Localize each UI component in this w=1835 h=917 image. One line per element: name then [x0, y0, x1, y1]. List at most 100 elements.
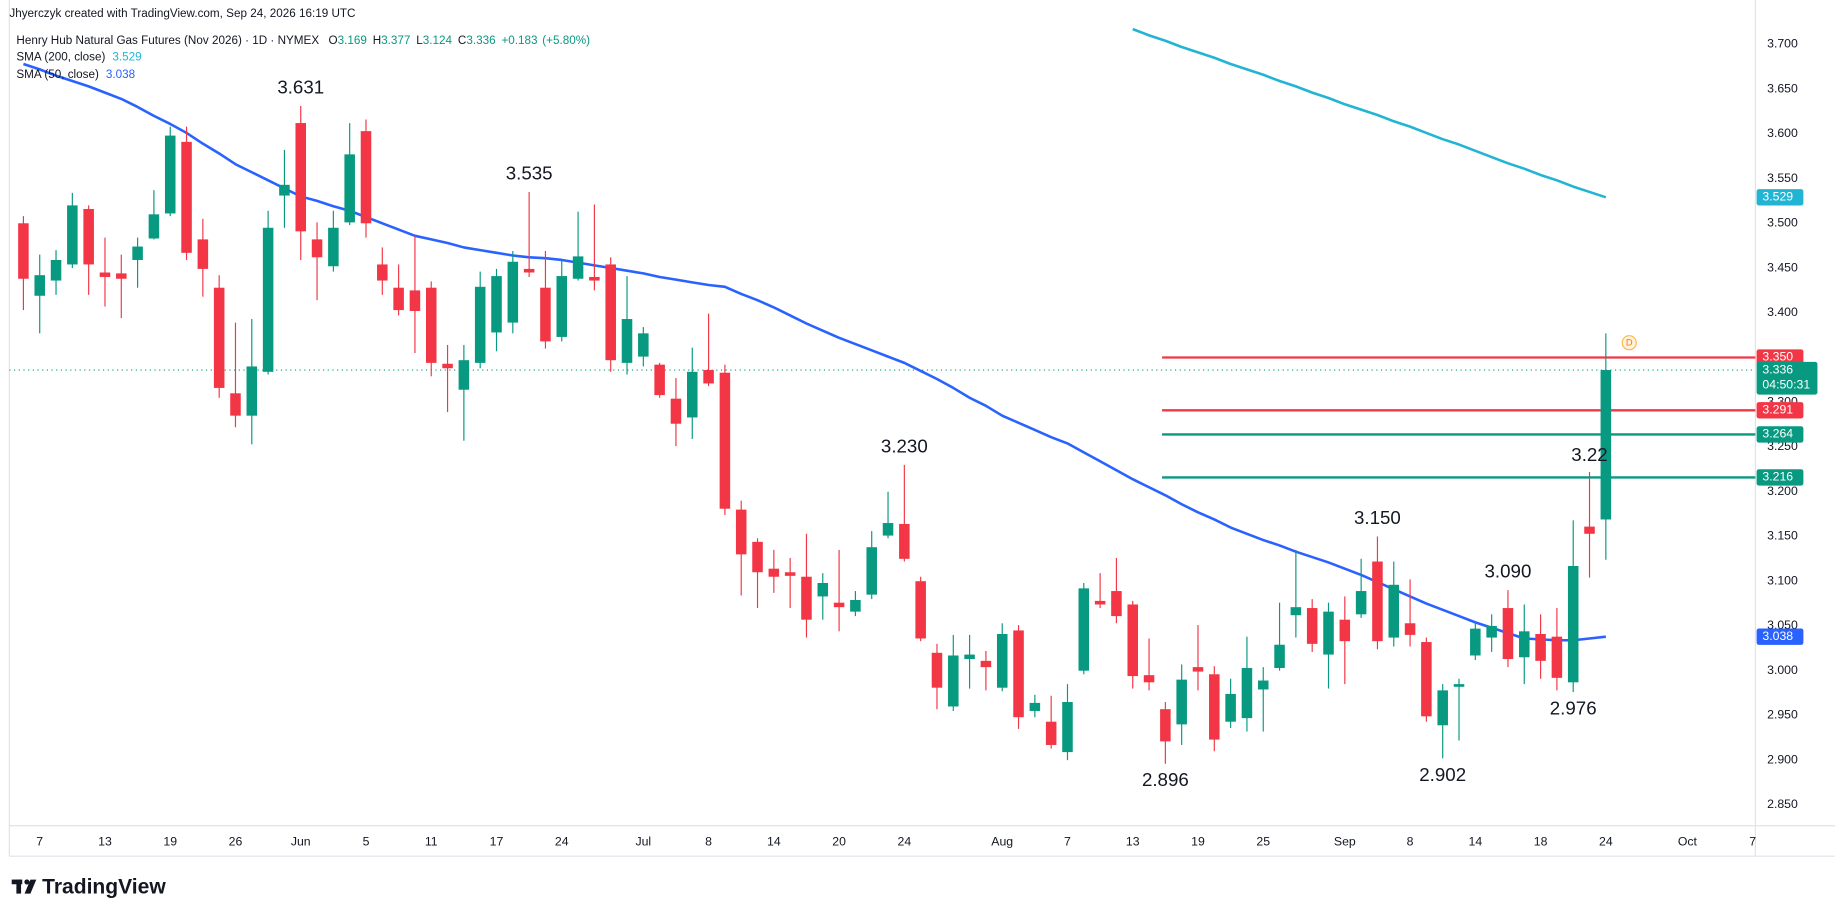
x-tick-label: 24 — [898, 834, 912, 848]
x-tick-label: Oct — [1678, 834, 1698, 848]
y-tick-label: 3.250 — [1767, 439, 1798, 453]
x-tick-label: 8 — [1407, 834, 1414, 848]
candle-body — [279, 184, 290, 196]
candle-body — [34, 275, 45, 296]
symbol-line: Henry Hub Natural Gas Futures (Nov 2026)… — [16, 34, 590, 47]
legend-entry: SMA (50, close) 3.038 — [16, 68, 135, 81]
logo-icon — [24, 879, 37, 894]
price-badge-label: 3.336 — [1762, 362, 1793, 376]
price-annotation: 3.230 — [881, 435, 928, 456]
x-tick-label: 7 — [1064, 834, 1071, 848]
candle-body — [850, 599, 861, 612]
candle-body — [638, 333, 649, 357]
logo: TradingView — [11, 875, 166, 898]
candle-body — [670, 398, 682, 424]
candle-body — [654, 364, 665, 396]
header-value: C — [458, 34, 466, 47]
x-tick-label: 5 — [363, 834, 370, 848]
x-tick-label: 11 — [425, 834, 438, 848]
x-tick-label: 8 — [705, 834, 712, 848]
candle-body — [719, 372, 731, 509]
candle-body — [1111, 591, 1122, 617]
price-badge — [1756, 349, 1804, 366]
candle-body — [425, 287, 437, 363]
candle-body — [1470, 628, 1481, 656]
y-tick-label: 3.600 — [1767, 126, 1798, 140]
candle-body — [262, 227, 274, 372]
candle-body — [491, 276, 502, 333]
candle-body — [67, 205, 78, 265]
candle-body — [1143, 675, 1155, 683]
candle-body — [1404, 623, 1416, 635]
candle-body — [523, 268, 535, 273]
header-value: 3.124 — [423, 34, 453, 47]
x-tick-label: 13 — [1126, 834, 1140, 848]
header-value: +0.183 — [501, 34, 537, 47]
candle-body — [1551, 636, 1563, 678]
x-tick-label: 25 — [1256, 834, 1270, 848]
candle-body — [213, 287, 225, 388]
header-value: (+5.80%) — [542, 34, 590, 47]
x-tick-label: 24 — [555, 834, 569, 848]
candle-body — [1355, 591, 1367, 615]
price-annotation: 3.22 — [1571, 444, 1607, 465]
price-annotation: 3.535 — [506, 162, 553, 183]
header-value: SMA (50, close) — [16, 68, 99, 81]
candle-body — [116, 273, 127, 279]
x-tick-label: 7 — [36, 834, 43, 848]
y-tick-label: 3.150 — [1767, 529, 1798, 543]
price-badge — [1756, 426, 1804, 443]
x-tick-label: 24 — [1599, 834, 1613, 848]
event-marker — [1621, 335, 1637, 351]
attribution: Jhyerczyk created with TradingView.com, … — [9, 7, 355, 20]
header-value: 3.529 — [112, 50, 141, 63]
candle-body — [621, 319, 633, 363]
x-tick-label: Jun — [291, 834, 311, 848]
candle-body — [817, 582, 829, 597]
header-value: SMA (200, close) — [16, 50, 105, 63]
y-tick-label: 3.700 — [1767, 37, 1798, 51]
candle-body — [1453, 684, 1465, 687]
candle-body — [1306, 608, 1318, 644]
candle-body — [735, 509, 747, 555]
y-tick-label: 3.550 — [1767, 171, 1798, 185]
candle-body — [1176, 679, 1187, 725]
candle-body — [377, 264, 388, 281]
candle-body — [866, 547, 877, 595]
candle-body — [572, 256, 584, 279]
y-tick-label: 3.650 — [1767, 81, 1798, 95]
x-tick-label: 18 — [1534, 834, 1548, 848]
price-badge-countdown: 04:50:31 — [1762, 377, 1810, 391]
sma-line — [1132, 27, 1607, 199]
header-value: H — [373, 34, 381, 47]
logo-icon — [16, 879, 22, 894]
y-tick-label: 2.950 — [1767, 708, 1798, 722]
candle-body — [1078, 588, 1090, 671]
candle-body — [1209, 674, 1220, 740]
y-tick-label: 3.000 — [1767, 663, 1798, 677]
candle-body — [18, 223, 29, 279]
logo-icon — [24, 879, 30, 885]
x-tick-label: 20 — [832, 834, 846, 848]
price-annotation: 3.150 — [1354, 507, 1401, 528]
price-annotation: 3.631 — [277, 76, 324, 97]
candle-body — [915, 581, 926, 639]
x-tick-label: Sep — [1334, 834, 1356, 848]
price-badge — [1756, 361, 1818, 395]
candle-body — [458, 360, 470, 390]
candle-body — [311, 239, 323, 258]
price-badge — [1756, 469, 1804, 486]
price-annotation: 3.090 — [1485, 561, 1532, 582]
candle-body — [132, 246, 143, 260]
candle-body — [328, 227, 339, 267]
price-badge-label: 3.264 — [1762, 427, 1793, 441]
candle-body — [1290, 607, 1302, 616]
candle-body — [507, 261, 519, 323]
candle-body — [409, 290, 421, 311]
header-value: Henry Hub Natural Gas Futures (Nov 2026)… — [16, 34, 319, 47]
y-tick-label: 2.850 — [1767, 797, 1798, 811]
overlay: 2.8502.9002.9503.0003.0503.1003.1503.200… — [16, 34, 1818, 848]
candle-body — [980, 660, 992, 668]
candle-body — [393, 287, 404, 311]
